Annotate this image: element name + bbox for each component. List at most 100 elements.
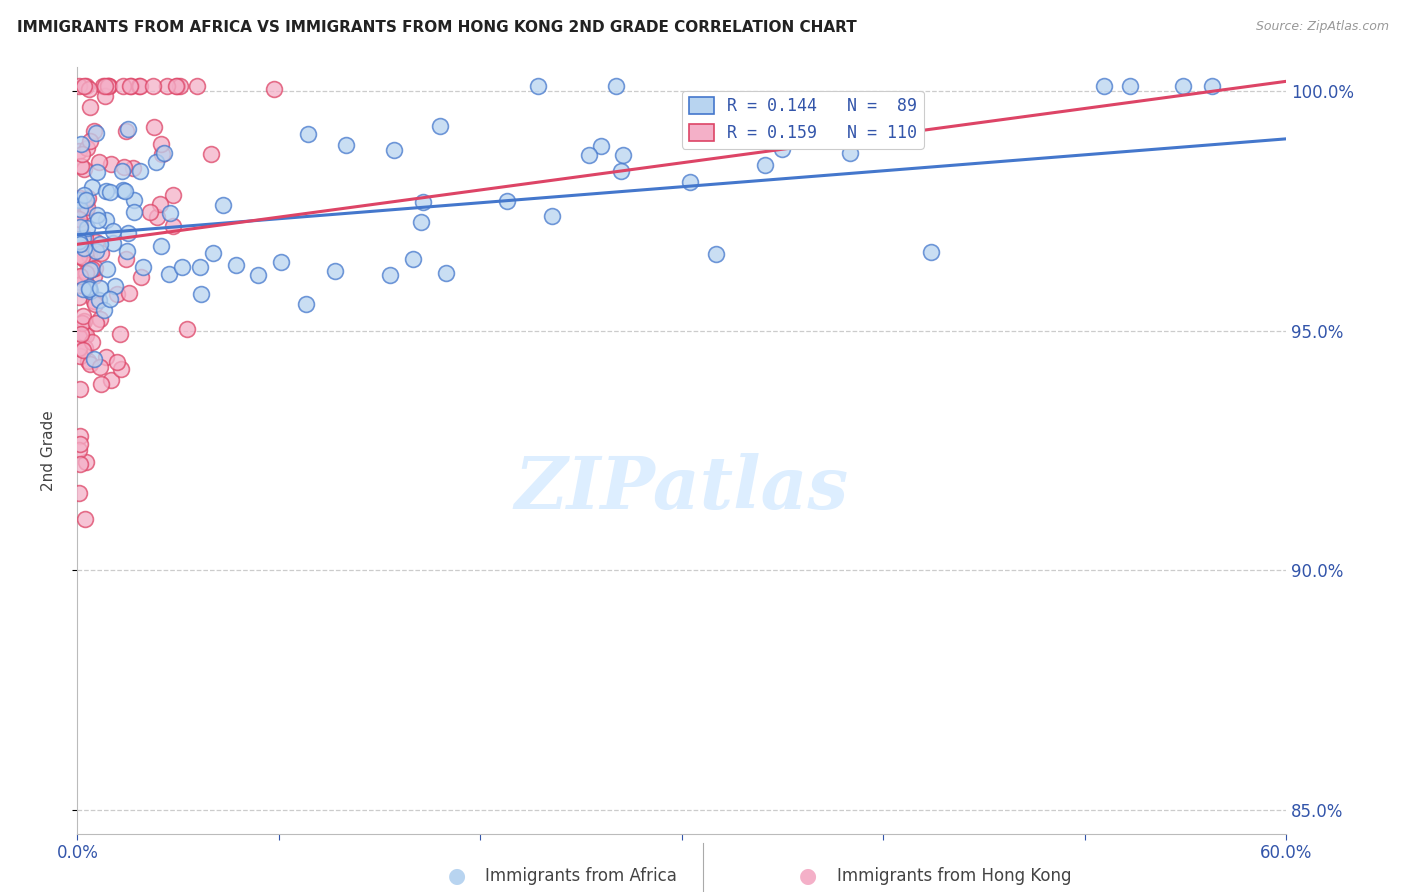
Point xyxy=(143,120,166,134)
Point xyxy=(212,198,235,212)
Point xyxy=(157,267,180,281)
Point xyxy=(139,204,162,219)
Point xyxy=(111,79,134,94)
Point xyxy=(83,297,105,311)
Point xyxy=(76,243,98,257)
Point xyxy=(91,79,114,94)
Point xyxy=(117,122,139,136)
Point xyxy=(90,376,112,391)
Point xyxy=(86,235,108,250)
Point xyxy=(246,268,269,283)
Point xyxy=(108,327,131,342)
Point xyxy=(839,145,862,160)
Point xyxy=(150,146,173,161)
Point xyxy=(89,311,111,326)
Text: ●: ● xyxy=(449,866,465,886)
Point xyxy=(70,146,93,161)
Point xyxy=(69,220,91,235)
Point xyxy=(79,357,101,371)
Point xyxy=(118,79,141,94)
Point xyxy=(67,442,90,457)
Point xyxy=(605,79,627,94)
Point xyxy=(72,326,94,341)
Point xyxy=(89,359,111,374)
Point xyxy=(73,79,96,94)
Point xyxy=(225,258,247,272)
Point xyxy=(704,246,727,260)
Point xyxy=(67,144,90,158)
Point xyxy=(69,349,91,363)
Point xyxy=(97,79,120,94)
Point xyxy=(67,195,90,210)
Point xyxy=(270,255,292,269)
Text: ●: ● xyxy=(800,866,817,886)
Text: ZIPatlas: ZIPatlas xyxy=(515,453,849,524)
Point xyxy=(84,316,107,330)
Point xyxy=(75,511,97,525)
Point xyxy=(73,252,96,266)
Point xyxy=(190,286,212,301)
Point xyxy=(100,157,122,171)
Point xyxy=(496,194,519,208)
Point xyxy=(105,355,128,369)
Point xyxy=(96,261,118,276)
Point xyxy=(72,309,94,323)
Point xyxy=(75,266,97,280)
Text: IMMIGRANTS FROM AFRICA VS IMMIGRANTS FROM HONG KONG 2ND GRADE CORRELATION CHART: IMMIGRANTS FROM AFRICA VS IMMIGRANTS FRO… xyxy=(17,20,856,35)
Point xyxy=(77,282,100,296)
Point xyxy=(122,161,145,175)
Point xyxy=(128,164,150,178)
Point xyxy=(72,231,94,245)
Point xyxy=(100,373,122,387)
Point xyxy=(294,297,316,311)
Point xyxy=(114,184,136,198)
Point xyxy=(142,79,165,94)
Point xyxy=(77,354,100,368)
Point xyxy=(67,234,90,248)
Point xyxy=(188,260,211,274)
Point xyxy=(69,193,91,207)
Point xyxy=(754,158,776,172)
Point xyxy=(149,197,172,211)
Point xyxy=(82,335,104,350)
Point xyxy=(380,268,402,282)
Text: Immigrants from Africa: Immigrants from Africa xyxy=(485,867,676,885)
Point xyxy=(122,205,145,219)
Point xyxy=(202,246,225,260)
Point xyxy=(1201,79,1223,94)
Point xyxy=(70,251,93,265)
Point xyxy=(76,141,98,155)
Point xyxy=(86,207,108,221)
Point xyxy=(122,194,145,208)
Point xyxy=(770,142,793,156)
Point xyxy=(541,209,564,223)
Point xyxy=(79,100,101,114)
Point xyxy=(335,138,357,153)
Point xyxy=(169,79,191,94)
Point xyxy=(849,111,872,125)
Point xyxy=(77,191,100,205)
Point xyxy=(101,235,124,250)
Point xyxy=(98,79,121,94)
Legend: R = 0.144   N =  89, R = 0.159   N = 110: R = 0.144 N = 89, R = 0.159 N = 110 xyxy=(682,91,924,149)
Point xyxy=(84,126,107,140)
Point xyxy=(69,191,91,205)
Point xyxy=(186,79,208,94)
Point xyxy=(162,219,184,234)
Point xyxy=(82,261,104,276)
Point xyxy=(159,206,181,220)
Point xyxy=(104,278,127,293)
Point xyxy=(89,293,111,307)
Point xyxy=(79,248,101,262)
Point xyxy=(110,362,132,376)
Point xyxy=(69,382,91,396)
Point xyxy=(75,455,97,469)
Point xyxy=(527,79,550,94)
Point xyxy=(129,79,152,94)
Point xyxy=(412,195,434,210)
Point xyxy=(73,188,96,202)
Point xyxy=(69,269,91,284)
Point xyxy=(72,282,94,296)
Point xyxy=(79,134,101,148)
Point xyxy=(67,217,90,231)
